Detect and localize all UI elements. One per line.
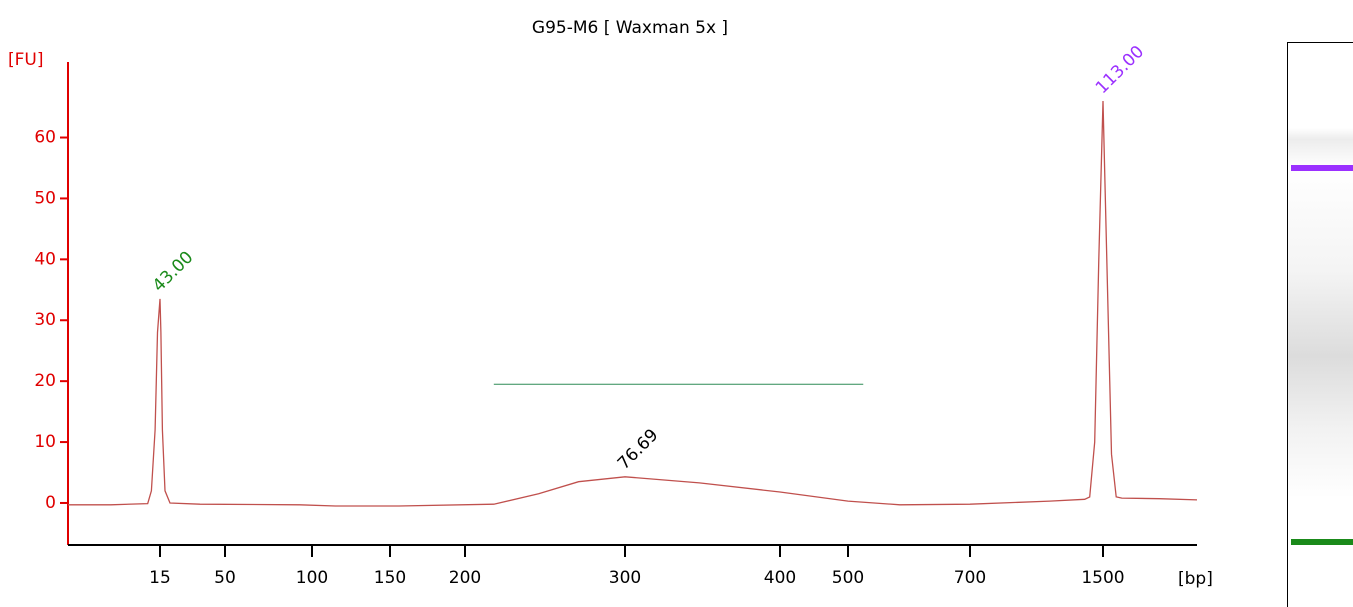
x-tick-label: 1500	[1081, 568, 1124, 588]
x-tick-label: 100	[296, 568, 328, 588]
gel-lane	[1287, 42, 1353, 607]
peak-label: 113.00	[1092, 42, 1148, 98]
x-tick-label: 400	[764, 568, 796, 588]
trace	[68, 100, 1198, 507]
y-tick-label: 40	[34, 249, 56, 269]
x-tick-label: 15	[149, 568, 171, 588]
y-tick-label: 10	[34, 432, 56, 452]
x-tick-label: 150	[374, 568, 406, 588]
peak-label: 76.69	[614, 425, 663, 474]
y-tick-label: 50	[34, 188, 56, 208]
x-axis-label: [bp]	[1178, 569, 1213, 589]
y-axis-label: [FU]	[8, 50, 44, 70]
x-tick-label: 300	[609, 568, 641, 588]
x-tick-label: 700	[954, 568, 986, 588]
x-tick-label: 200	[449, 568, 481, 588]
peak-label: 43.00	[149, 247, 198, 296]
gel-band-upper	[1291, 165, 1353, 171]
chart-title: G95-M6 [ Waxman 5x ]	[532, 18, 728, 38]
y-tick-label: 0	[45, 493, 56, 513]
y-tick-label: 30	[34, 310, 56, 330]
y-tick-label: 20	[34, 371, 56, 391]
y-tick-label: 60	[34, 128, 56, 148]
gel-frame	[1287, 42, 1353, 607]
gel-band-lower	[1291, 539, 1353, 545]
x-tick-label: 500	[832, 568, 864, 588]
x-tick-label: 50	[214, 568, 236, 588]
